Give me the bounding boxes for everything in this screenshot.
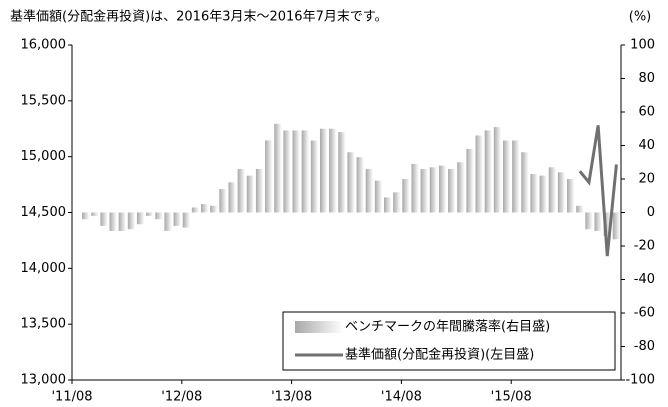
y-tick-label: 15,500: [21, 93, 67, 108]
bar: [493, 127, 502, 213]
y2-tick-label: 0: [647, 205, 655, 220]
bar: [164, 212, 172, 231]
bar: [310, 140, 319, 213]
bar: [512, 140, 520, 213]
bar: [502, 140, 511, 213]
legend-label: ベンチマークの年間騰落率(右目盛): [345, 319, 550, 335]
bar: [420, 168, 428, 213]
bar: [228, 182, 236, 213]
bar: [219, 189, 227, 213]
bar: [356, 157, 364, 213]
y2-tick-label: -40: [634, 272, 655, 287]
x-tick-label: '13/08: [271, 390, 312, 405]
bar: [255, 168, 264, 213]
bar: [319, 128, 328, 213]
y-tick-label: 14,000: [21, 261, 67, 276]
x-tick-label: '15/08: [491, 390, 532, 405]
bar: [82, 212, 90, 220]
bar: [393, 192, 401, 213]
bar: [118, 212, 126, 231]
bar: [136, 212, 145, 225]
bar: [576, 205, 584, 213]
bar: [603, 212, 611, 236]
bar: [457, 162, 465, 213]
bar: [539, 175, 547, 213]
y2-tick-label: -20: [634, 239, 655, 254]
bar: [521, 152, 529, 213]
x-tick-label: '12/08: [161, 390, 202, 405]
bar: [301, 130, 309, 213]
y2-tick-label: -80: [634, 339, 655, 354]
bar: [374, 180, 383, 213]
bar: [283, 130, 291, 213]
bar: [448, 168, 456, 213]
y2-tick-label: 80: [638, 71, 655, 86]
bar: [548, 167, 557, 213]
bar: [365, 168, 374, 213]
bar: [557, 172, 566, 213]
y-tick-label: 13,500: [21, 317, 67, 332]
bar: [191, 207, 200, 213]
bar: [274, 123, 282, 213]
bar: [438, 165, 447, 213]
y2-tick-label: -100: [625, 373, 655, 388]
bar: [155, 212, 163, 220]
y2-tick-label: 60: [638, 105, 655, 120]
bar: [429, 167, 438, 213]
chart-title: 基準価額(分配金再投資)は、2016年3月末～2016年7月末です。: [10, 9, 388, 25]
y2-unit: (%): [629, 10, 652, 25]
bar: [182, 212, 191, 228]
y2-tick-label: -60: [634, 306, 655, 321]
bar: [246, 175, 255, 213]
bar: [338, 132, 346, 213]
bar: [347, 152, 355, 213]
bar: [109, 212, 117, 231]
bar: [384, 197, 392, 213]
bar: [411, 163, 419, 213]
bar: [173, 212, 181, 226]
bar: [201, 204, 209, 213]
bar: [237, 168, 245, 213]
line: [578, 125, 618, 257]
y-tick-label: 14,500: [21, 205, 67, 220]
bar: [585, 212, 593, 230]
bar: [402, 179, 410, 213]
bar: [475, 135, 483, 213]
bar: [466, 148, 474, 213]
bar: [146, 212, 154, 216]
bar: [612, 212, 621, 240]
y-tick-label: 15,000: [21, 149, 67, 164]
bar: [484, 130, 492, 213]
y2-tick-label: 20: [638, 172, 655, 187]
bar: [265, 140, 273, 213]
bar: [329, 128, 337, 213]
y2-tick-label: 100: [630, 38, 655, 53]
y-tick-label: 13,000: [21, 373, 67, 388]
bar: [91, 212, 99, 216]
bar: [530, 173, 538, 213]
bar: [292, 130, 300, 213]
x-tick-label: '14/08: [381, 390, 422, 405]
legend-label: 基準価額(分配金再投資)(左目盛): [345, 347, 534, 363]
legend-icon: [295, 321, 343, 333]
bar: [210, 205, 218, 213]
x-tick-label: '11/08: [51, 390, 92, 405]
y-tick-label: 16,000: [21, 38, 67, 53]
bar: [594, 212, 602, 231]
y2-tick-label: 40: [638, 138, 655, 153]
bar: [100, 212, 108, 226]
bar: [127, 212, 136, 230]
bar: [567, 179, 575, 213]
